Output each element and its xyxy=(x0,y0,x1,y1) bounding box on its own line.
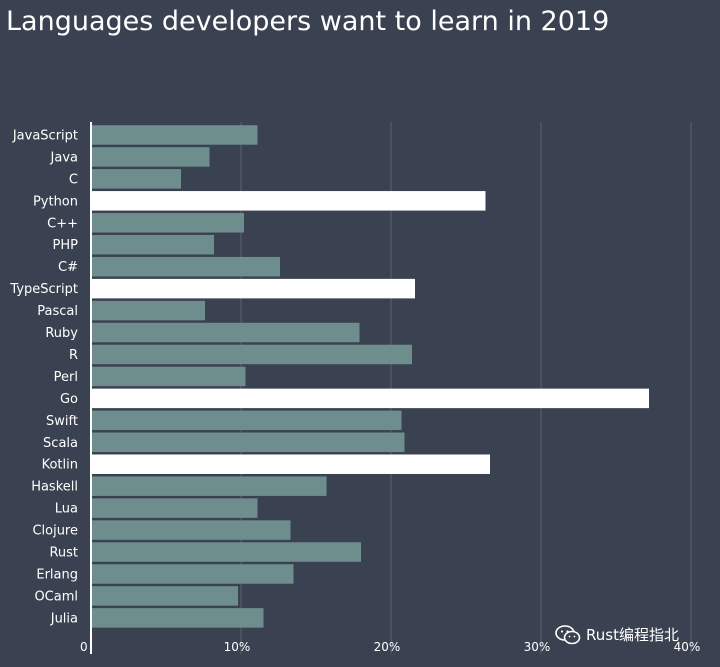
bar-r xyxy=(91,344,412,365)
category-label: Lua xyxy=(55,502,78,517)
category-label: JavaScript xyxy=(12,128,78,143)
category-label: Java xyxy=(50,150,78,165)
bar-rust xyxy=(91,542,361,562)
bar-go xyxy=(91,388,649,409)
category-label: Python xyxy=(33,194,78,209)
category-label: PHP xyxy=(53,238,79,253)
category-label: Erlang xyxy=(36,567,78,582)
bar-ruby xyxy=(91,322,360,343)
bar-swift xyxy=(91,410,402,431)
category-label: Scala xyxy=(43,436,78,451)
x-tick-label: 0 xyxy=(80,640,88,654)
category-label: Kotlin xyxy=(42,458,78,473)
bars xyxy=(91,125,649,628)
bar-python xyxy=(91,191,486,211)
category-label: C# xyxy=(58,260,78,275)
bar-typescript xyxy=(91,278,415,299)
bar-php xyxy=(91,234,214,255)
bar-clojure xyxy=(91,520,291,540)
wechat-icon xyxy=(555,624,581,644)
category-label: Julia xyxy=(50,611,78,626)
category-label: Perl xyxy=(54,370,78,385)
category-label: Clojure xyxy=(32,524,78,539)
chart-title: Languages developers want to learn in 20… xyxy=(6,6,610,37)
category-label: Swift xyxy=(46,414,78,429)
category-label: Haskell xyxy=(31,480,78,495)
category-labels: JavaScript Java C Python C++ PHP C# TypeScript P… xyxy=(9,128,78,626)
category-label: Go xyxy=(60,392,78,407)
x-tick-label: 30% xyxy=(524,640,551,654)
watermark: Rust编程指北 xyxy=(555,624,679,645)
bar-java xyxy=(91,147,210,167)
category-label: R xyxy=(69,348,78,363)
bar-kotlin xyxy=(91,454,490,474)
category-label: Pascal xyxy=(37,304,78,319)
category-label: OCaml xyxy=(34,589,78,604)
bar-javascript xyxy=(91,125,258,145)
category-label: C++ xyxy=(47,216,78,231)
x-tick-label: 40% xyxy=(674,640,701,654)
bar-haskell xyxy=(91,476,327,496)
bar-c xyxy=(91,256,280,277)
x-tick-label: 10% xyxy=(224,640,251,654)
bar-pascal xyxy=(91,300,205,321)
category-label: TypeScript xyxy=(9,282,78,297)
bar-c xyxy=(91,169,181,189)
bar-julia xyxy=(91,608,264,628)
category-label: Ruby xyxy=(45,326,78,341)
bar-scala xyxy=(91,432,405,453)
x-tick-label: 20% xyxy=(374,640,401,654)
category-label: Rust xyxy=(49,546,78,561)
category-label: C xyxy=(69,172,78,187)
bar-erlang xyxy=(91,564,294,584)
bar-lua xyxy=(91,498,258,518)
bar-c xyxy=(91,213,244,233)
bar-ocaml xyxy=(91,586,238,606)
x-tick-labels: 0 10% 20% 30% 40% xyxy=(80,640,700,654)
bar-perl xyxy=(91,366,246,387)
watermark-text: Rust编程指北 xyxy=(586,626,679,644)
